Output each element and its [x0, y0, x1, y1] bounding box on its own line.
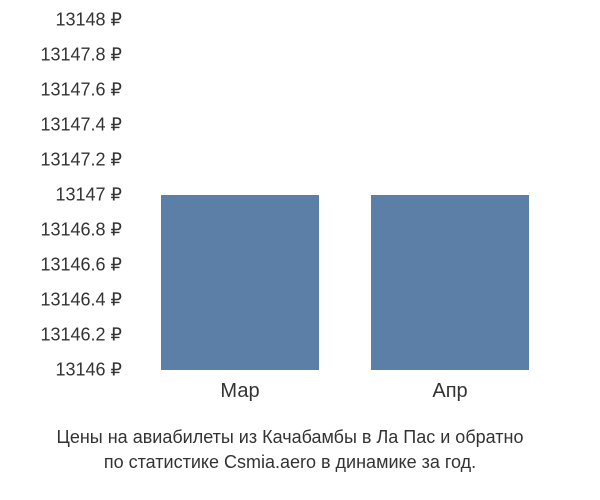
- y-tick-label: 13147.4 ₽: [40, 115, 122, 136]
- y-tick-label: 13146.2 ₽: [40, 325, 122, 346]
- y-tick-label: 13146.6 ₽: [40, 255, 122, 276]
- chart-caption: Цены на авиабилеты из Качабамбы в Ла Пас…: [0, 425, 580, 475]
- x-axis: Мар Апр: [135, 380, 555, 420]
- y-tick-label: 13147.2 ₽: [40, 150, 122, 171]
- y-tick-label: 13146 ₽: [55, 360, 122, 381]
- bar: [161, 195, 319, 370]
- bar: [371, 195, 529, 370]
- x-tick-label: Апр: [432, 380, 467, 403]
- chart-container: 13148 ₽ 13147.8 ₽ 13147.6 ₽ 13147.4 ₽ 13147.…: [0, 0, 600, 500]
- y-tick-label: 13146.4 ₽: [40, 290, 122, 311]
- caption-line-2: по статистике Csmia.aero в динамике за г…: [104, 452, 476, 472]
- y-tick-label: 13146.8 ₽: [40, 220, 122, 241]
- x-tick-label: Мар: [220, 380, 259, 403]
- y-axis: 13148 ₽13147.8 ₽13147.6 ₽13147.4 ₽13147.…: [0, 20, 130, 370]
- y-tick-label: 13148 ₽: [55, 10, 122, 31]
- caption-line-1: Цены на авиабилеты из Качабамбы в Ла Пас…: [57, 427, 524, 447]
- y-tick-label: 13147.8 ₽: [40, 45, 122, 66]
- plot-area: [135, 20, 555, 370]
- y-tick-label: 13147.6 ₽: [40, 80, 122, 101]
- y-tick-label: 13147 ₽: [55, 185, 122, 206]
